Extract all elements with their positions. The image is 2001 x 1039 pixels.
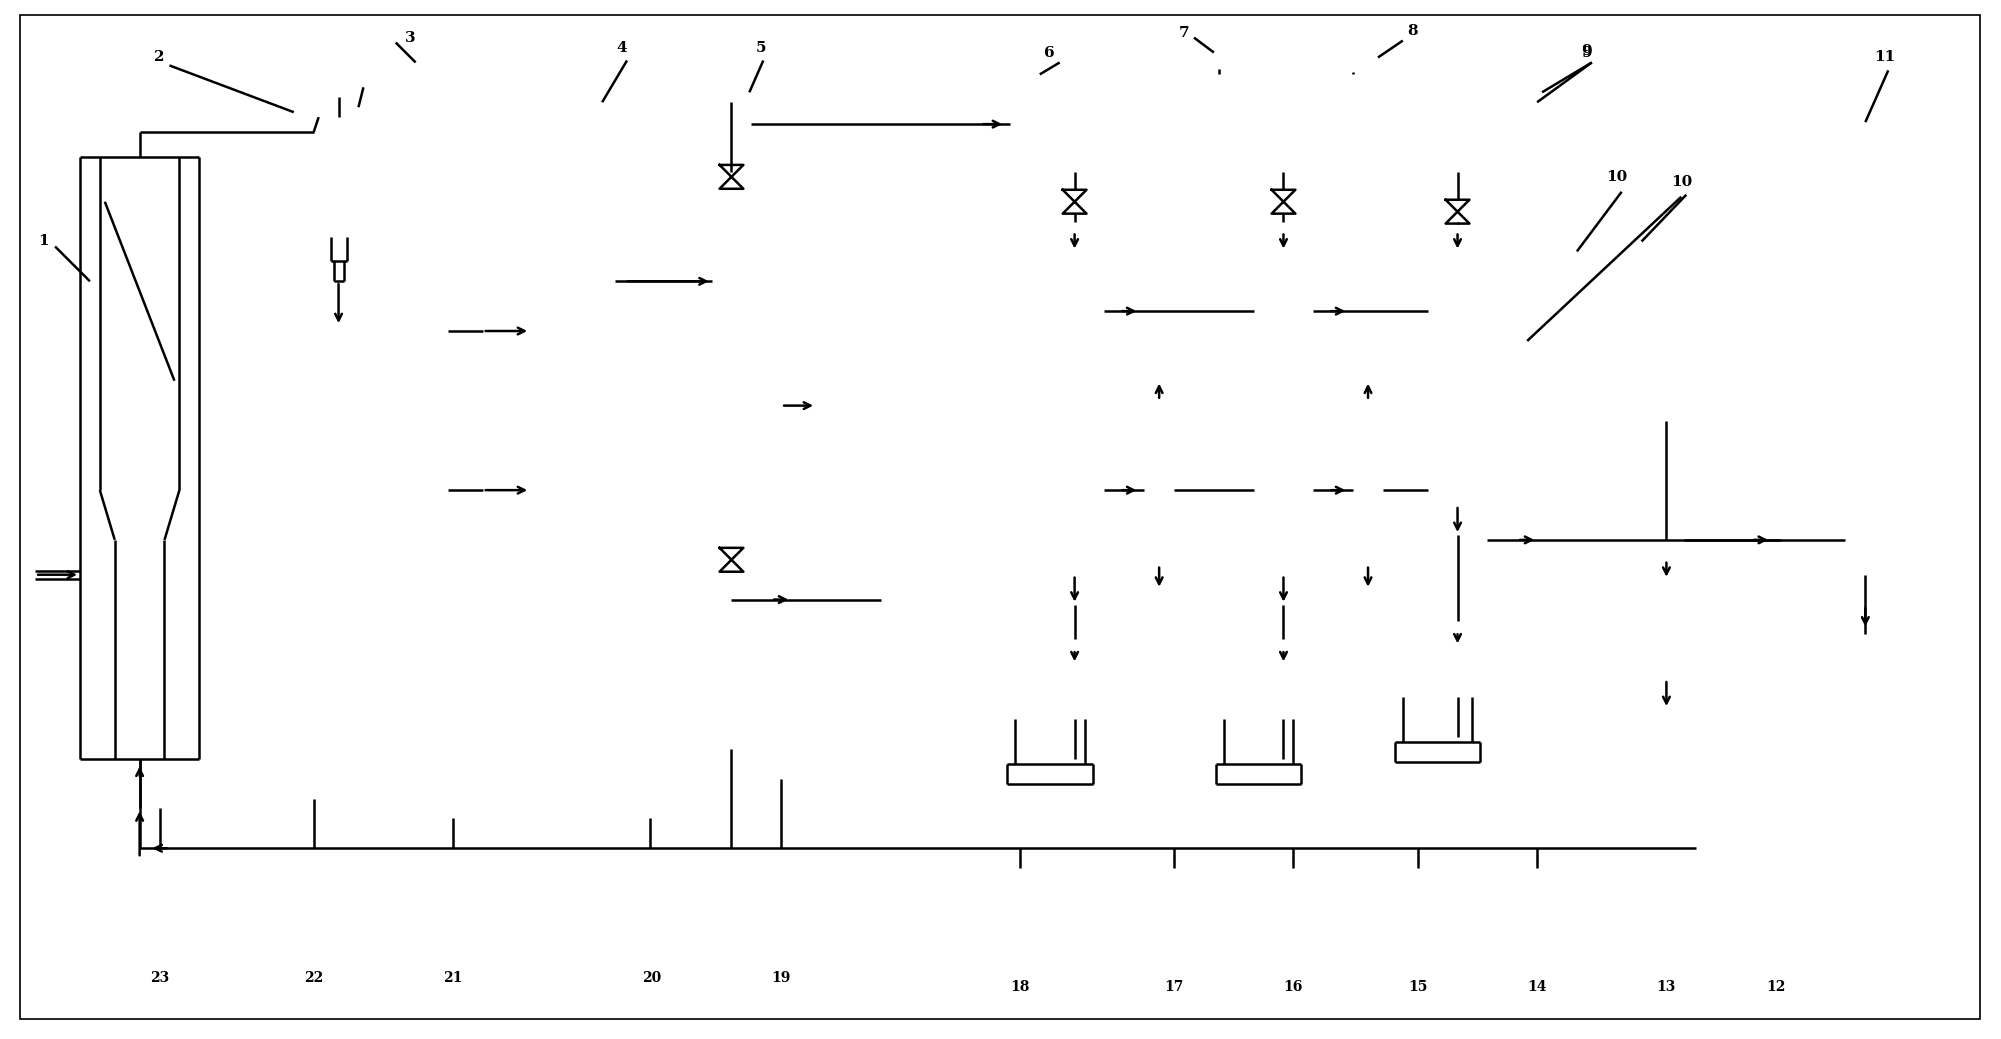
- Text: 10: 10: [1607, 169, 1627, 184]
- Text: 6: 6: [1045, 46, 1055, 59]
- Text: 9: 9: [1581, 46, 1593, 59]
- Bar: [298, 123, 316, 142]
- Bar: [712, 102, 750, 749]
- Text: 18: 18: [1011, 981, 1031, 994]
- Text: 22: 22: [304, 970, 324, 985]
- Bar: [750, 380, 780, 430]
- Text: 16: 16: [1285, 981, 1303, 994]
- Text: 21: 21: [444, 970, 462, 985]
- Bar: [1011, 75, 1527, 171]
- Text: 9: 9: [1581, 44, 1593, 57]
- Text: 3: 3: [406, 30, 416, 45]
- Bar: [1045, 221, 1105, 569]
- Bar: [1197, 34, 1241, 70]
- Text: 12: 12: [1767, 981, 1785, 994]
- Text: 19: 19: [772, 970, 790, 985]
- Bar: [530, 177, 614, 594]
- Text: 20: 20: [642, 970, 662, 985]
- Text: 23: 23: [150, 970, 170, 985]
- Bar: [318, 98, 358, 137]
- Text: 13: 13: [1657, 981, 1677, 994]
- Text: 1: 1: [38, 235, 48, 248]
- Text: 17: 17: [1165, 981, 1185, 994]
- Bar: [1359, 621, 1517, 697]
- Bar: [1145, 371, 1175, 560]
- Text: 4: 4: [616, 41, 628, 54]
- Bar: [1255, 221, 1313, 569]
- Bar: [1781, 485, 1949, 575]
- Text: 7: 7: [1179, 26, 1189, 39]
- Bar: [960, 639, 1139, 719]
- Bar: [1649, 421, 1683, 669]
- Bar: [1353, 371, 1383, 560]
- Text: 15: 15: [1409, 981, 1427, 994]
- Bar: [364, 57, 458, 117]
- Text: 14: 14: [1527, 981, 1547, 994]
- Text: 8: 8: [1407, 24, 1419, 37]
- Bar: [760, 778, 800, 873]
- Bar: [1331, 37, 1375, 73]
- Text: 2: 2: [154, 51, 164, 64]
- Text: 11: 11: [1875, 51, 1895, 64]
- Bar: [1427, 221, 1487, 500]
- Bar: [622, 819, 676, 878]
- Bar: [1175, 639, 1343, 719]
- Text: 10: 10: [1671, 175, 1693, 189]
- Text: 5: 5: [756, 41, 766, 54]
